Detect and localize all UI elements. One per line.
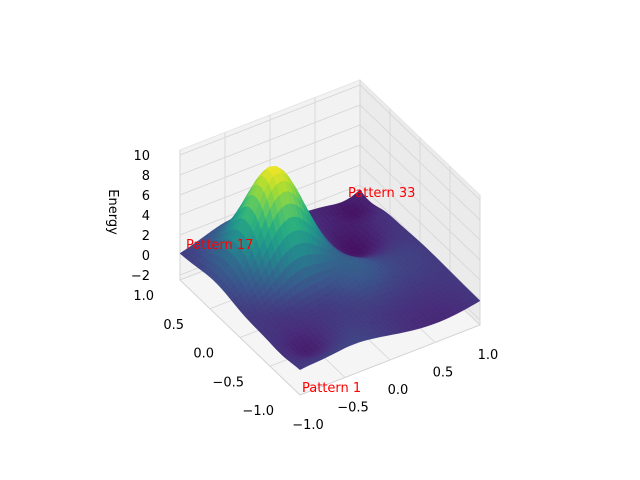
y-tick-label: 0.0 bbox=[193, 347, 214, 362]
x-tick-label: −0.5 bbox=[337, 401, 369, 416]
y-tick-label: 1.0 bbox=[133, 289, 154, 304]
z-tick-label: 0 bbox=[142, 249, 150, 264]
z-tick-label: 10 bbox=[133, 149, 150, 164]
y-axis-line bbox=[179, 279, 301, 396]
y-tick-label: −0.5 bbox=[212, 375, 244, 390]
pattern-annotation: Pattern 33 bbox=[348, 186, 415, 201]
x-tick-label: −1.0 bbox=[292, 418, 324, 433]
z-axis-ticks: −2 0 2 4 6 8 10 bbox=[131, 149, 150, 284]
axes-lines bbox=[179, 150, 481, 396]
z-tick-label: −2 bbox=[131, 269, 150, 284]
pattern-annotation: Pattern 17 bbox=[186, 238, 253, 253]
x-tick-label: 1.0 bbox=[478, 348, 499, 363]
surface-cell bbox=[296, 364, 305, 371]
x-tick-label: 0.5 bbox=[433, 366, 454, 381]
gridline bbox=[179, 124, 361, 196]
x-axis-line bbox=[299, 324, 481, 396]
pattern-annotation: Pattern 1 bbox=[302, 381, 361, 396]
gridline bbox=[179, 104, 361, 176]
energy-surface bbox=[179, 166, 481, 371]
z-tick-label: 8 bbox=[142, 169, 150, 184]
gridline bbox=[359, 144, 481, 261]
y-tick-label: 0.5 bbox=[163, 318, 184, 333]
z-tick-label: 6 bbox=[142, 189, 150, 204]
z-axis-label: Energy bbox=[105, 189, 120, 235]
gridline bbox=[359, 164, 481, 281]
y-tick-label: −1.0 bbox=[242, 404, 274, 419]
gridline bbox=[359, 84, 481, 201]
z-tick-label: 2 bbox=[142, 229, 150, 244]
gridline bbox=[359, 124, 481, 241]
z-tick-label: 4 bbox=[142, 209, 150, 224]
x-axis-ticks: −1.0 −0.5 0.0 0.5 1.0 bbox=[292, 348, 498, 433]
gridline bbox=[359, 104, 481, 221]
gridline bbox=[179, 84, 361, 156]
x-tick-label: 0.0 bbox=[388, 383, 409, 398]
y-axis-ticks: −1.0 −0.5 0.0 0.5 1.0 bbox=[133, 289, 274, 419]
pattern-annotations: Pattern 1 Pattern 17 Pattern 33 bbox=[186, 186, 415, 396]
